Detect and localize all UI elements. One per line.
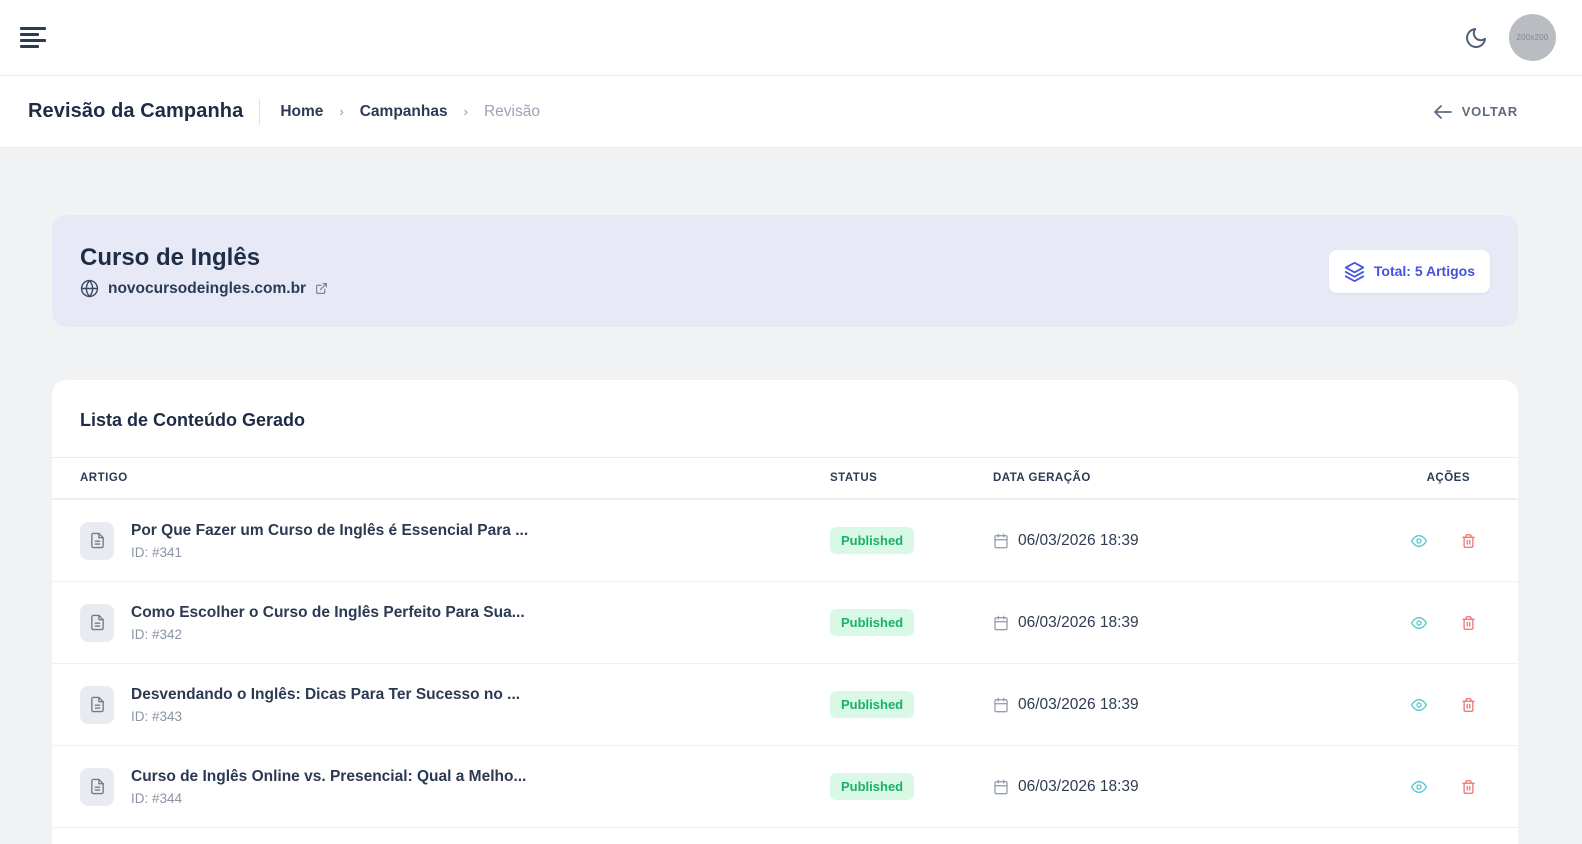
delete-article-button[interactable]: [1461, 615, 1476, 631]
status-badge: Published: [830, 773, 915, 800]
eye-icon: [1411, 779, 1427, 795]
document-icon: [80, 521, 114, 560]
trash-icon: [1461, 533, 1476, 549]
trash-icon: [1461, 697, 1476, 713]
breadcrumb-home[interactable]: Home: [280, 102, 324, 120]
document-icon: [80, 767, 114, 806]
trash-icon: [1461, 615, 1476, 631]
table-row: [52, 827, 1518, 844]
main-content: Curso de Inglês novocursodeingles.com.br: [0, 148, 1582, 844]
generation-date: 06/03/2026 18:39: [1018, 531, 1139, 549]
generation-date: 06/03/2026 18:39: [1018, 777, 1139, 795]
table-row: Por Que Fazer um Curso de Inglês é Essen…: [52, 499, 1518, 581]
article-title[interactable]: Como Escolher o Curso de Inglês Perfeito…: [131, 603, 525, 621]
campaign-summary-card: Curso de Inglês novocursodeingles.com.br: [52, 215, 1518, 327]
delete-article-button[interactable]: [1461, 779, 1476, 795]
total-articles-badge: Total: 5 Artigos: [1328, 249, 1490, 293]
table-row: Curso de Inglês Online vs. Presencial: Q…: [52, 745, 1518, 827]
arrow-left-icon: [1433, 104, 1452, 119]
breadcrumb-campaigns[interactable]: Campanhas: [359, 102, 448, 120]
delete-article-button[interactable]: [1461, 697, 1476, 713]
document-icon: [80, 603, 114, 642]
generation-date: 06/03/2026 18:39: [1018, 695, 1139, 713]
campaign-domain-link[interactable]: novocursodeingles.com.br: [108, 279, 307, 297]
eye-icon: [1411, 697, 1427, 713]
breadcrumb: Home › Campanhas › Revisão: [280, 103, 540, 121]
user-avatar[interactable]: 200x200: [1509, 14, 1556, 61]
page-title: Revisão da Campanha: [28, 100, 244, 122]
view-article-button[interactable]: [1411, 779, 1427, 795]
moon-icon: [1464, 26, 1488, 50]
view-article-button[interactable]: [1411, 697, 1427, 713]
content-list-card: Lista de Conteúdo Gerado ARTIGO STATUS D…: [52, 380, 1518, 844]
calendar-icon: [993, 533, 1009, 549]
table-row: Desvendando o Inglês: Dicas Para Ter Suc…: [52, 663, 1518, 745]
article-id: ID: #343: [131, 708, 183, 724]
eye-icon: [1411, 615, 1427, 631]
topbar: 200x200: [0, 0, 1582, 76]
column-header-actions: AÇÕES: [1426, 472, 1470, 484]
campaign-title: Curso de Inglês: [80, 244, 261, 271]
column-header-date: DATA GERAÇÃO: [993, 472, 1091, 484]
dark-mode-toggle[interactable]: [1459, 21, 1493, 55]
layers-icon: [1344, 261, 1365, 282]
back-button[interactable]: VOLTAR: [1433, 104, 1518, 119]
article-title[interactable]: Curso de Inglês Online vs. Presencial: Q…: [131, 767, 527, 785]
divider: [259, 98, 261, 125]
back-button-label: VOLTAR: [1461, 104, 1518, 119]
chevron-right-icon: ›: [463, 104, 468, 119]
view-article-button[interactable]: [1411, 615, 1427, 631]
status-badge: Published: [830, 691, 915, 718]
calendar-icon: [993, 615, 1009, 631]
trash-icon: [1461, 779, 1476, 795]
column-header-article: ARTIGO: [80, 472, 128, 484]
column-header-status: STATUS: [830, 472, 878, 484]
breadcrumb-current: Revisão: [483, 102, 540, 120]
article-id: ID: #342: [131, 626, 183, 642]
article-title[interactable]: Desvendando o Inglês: Dicas Para Ter Suc…: [131, 685, 521, 703]
article-id: ID: #341: [131, 544, 183, 560]
delete-article-button[interactable]: [1461, 533, 1476, 549]
table-row: Como Escolher o Curso de Inglês Perfeito…: [52, 581, 1518, 663]
total-articles-label: Total: 5 Artigos: [1373, 263, 1475, 279]
status-badge: Published: [830, 609, 915, 636]
calendar-icon: [993, 697, 1009, 713]
generation-date: 06/03/2026 18:39: [1018, 613, 1139, 631]
article-title[interactable]: Por Que Fazer um Curso de Inglês é Essen…: [131, 521, 529, 539]
status-badge: Published: [830, 527, 915, 554]
table-header-row: ARTIGO STATUS DATA GERAÇÃO AÇÕES: [52, 457, 1518, 499]
external-link-icon[interactable]: [315, 282, 328, 295]
content-list-title: Lista de Conteúdo Gerado: [80, 410, 306, 430]
menu-toggle-button[interactable]: [20, 21, 54, 55]
calendar-icon: [993, 779, 1009, 795]
chevron-right-icon: ›: [339, 104, 344, 119]
page-header: Revisão da Campanha Home › Campanhas › R…: [0, 76, 1582, 148]
eye-icon: [1411, 533, 1427, 549]
globe-icon: [80, 279, 99, 298]
view-article-button[interactable]: [1411, 533, 1427, 549]
article-id: ID: #344: [131, 790, 183, 806]
hamburger-icon: [20, 27, 46, 30]
document-icon: [80, 685, 114, 724]
